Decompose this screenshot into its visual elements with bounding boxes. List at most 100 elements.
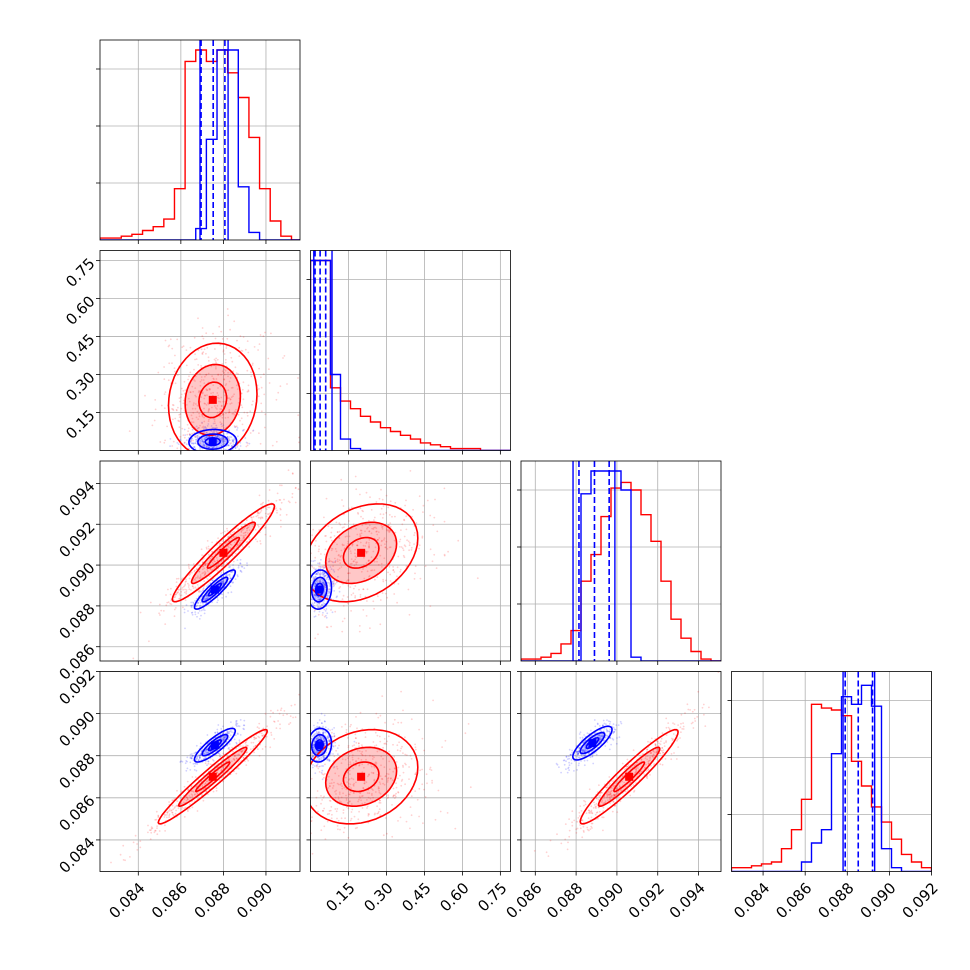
sample-point xyxy=(192,563,195,565)
sample-point xyxy=(229,734,232,737)
sample-point xyxy=(443,520,446,523)
sample-point xyxy=(249,432,252,434)
sample-point xyxy=(676,739,678,742)
sample-point xyxy=(660,740,662,743)
sample-point xyxy=(172,408,174,411)
sample-point xyxy=(190,414,193,417)
sample-point xyxy=(194,353,197,356)
sample-point xyxy=(233,425,236,427)
sample-point xyxy=(314,575,317,578)
sample-point xyxy=(174,806,177,808)
sample-point xyxy=(325,614,327,617)
sample-point xyxy=(244,437,247,439)
sample-point xyxy=(341,526,344,529)
sample-point xyxy=(226,435,229,438)
sample-point xyxy=(258,722,261,725)
sample-point xyxy=(286,383,288,385)
sample-point xyxy=(238,355,241,357)
sample-point xyxy=(362,609,365,611)
sample-point xyxy=(419,769,422,772)
sample-point xyxy=(188,577,191,580)
sample-point xyxy=(578,811,581,814)
sample-point xyxy=(434,818,437,821)
sample-point xyxy=(321,799,323,801)
sample-point xyxy=(394,502,397,504)
sample-point xyxy=(262,335,265,338)
sample-point xyxy=(333,535,336,537)
sample-point xyxy=(401,778,404,781)
sample-point xyxy=(226,308,229,310)
sample-point xyxy=(253,751,256,754)
sample-point xyxy=(415,522,418,524)
sample-point xyxy=(377,810,380,813)
sample-point xyxy=(233,738,236,741)
sample-point xyxy=(214,348,216,350)
sample-point xyxy=(692,727,695,729)
sample-point xyxy=(323,714,326,717)
sample-point xyxy=(320,758,322,761)
sample-point xyxy=(431,560,434,563)
sample-point xyxy=(147,824,149,827)
sample-point xyxy=(214,407,217,409)
sample-point xyxy=(182,390,185,392)
sample-point xyxy=(410,546,413,549)
sample-point xyxy=(243,411,246,414)
sample-point xyxy=(221,414,224,416)
sample-point xyxy=(343,617,346,620)
sample-point xyxy=(216,408,218,410)
sample-point xyxy=(264,413,267,416)
sample-point xyxy=(150,831,153,834)
sample-point xyxy=(110,861,112,864)
sample-point xyxy=(265,515,268,518)
sample-point xyxy=(229,442,232,445)
sample-point xyxy=(205,404,208,406)
sample-point xyxy=(184,627,186,630)
sample-point xyxy=(205,332,208,335)
sample-point xyxy=(254,538,257,541)
sample-point xyxy=(342,605,345,607)
sample-point xyxy=(358,630,361,633)
sample-point xyxy=(200,364,203,367)
sample-point xyxy=(169,593,172,596)
sample-point xyxy=(228,743,231,745)
sample-point xyxy=(211,579,214,582)
sample-point xyxy=(433,516,436,519)
sample-point xyxy=(244,348,247,351)
sample-point xyxy=(150,826,153,828)
sample-point xyxy=(192,439,195,442)
sample-point xyxy=(620,722,623,725)
sample-point xyxy=(175,409,178,411)
sample-point xyxy=(207,409,210,412)
sample-point xyxy=(602,806,605,809)
sample-point xyxy=(424,565,427,567)
sample-point xyxy=(276,492,279,495)
sample-point xyxy=(334,808,337,810)
sample-point xyxy=(397,721,400,724)
sample-point xyxy=(350,610,352,612)
sample-point xyxy=(269,746,272,749)
sample-point xyxy=(259,542,262,545)
sample-point xyxy=(220,422,223,425)
sample-point xyxy=(387,506,390,509)
sample-point xyxy=(235,720,238,723)
sample-point xyxy=(330,806,333,808)
sample-point xyxy=(432,524,435,526)
sample-point xyxy=(251,364,254,366)
sample-point xyxy=(379,513,382,516)
sample-point xyxy=(430,769,433,771)
sample-point xyxy=(249,410,252,413)
sample-point xyxy=(189,803,191,805)
sample-point xyxy=(280,709,282,712)
sample-point xyxy=(184,762,187,765)
sample-point xyxy=(331,526,333,529)
sample-point xyxy=(341,620,344,623)
sample-point xyxy=(358,588,360,591)
sample-point xyxy=(694,720,697,722)
sample-point xyxy=(657,740,659,743)
sample-point xyxy=(228,380,231,383)
sample-point xyxy=(234,366,237,369)
sample-point xyxy=(228,411,231,413)
sample-point xyxy=(224,358,227,361)
sample-point xyxy=(408,549,410,552)
sample-point xyxy=(315,573,318,575)
